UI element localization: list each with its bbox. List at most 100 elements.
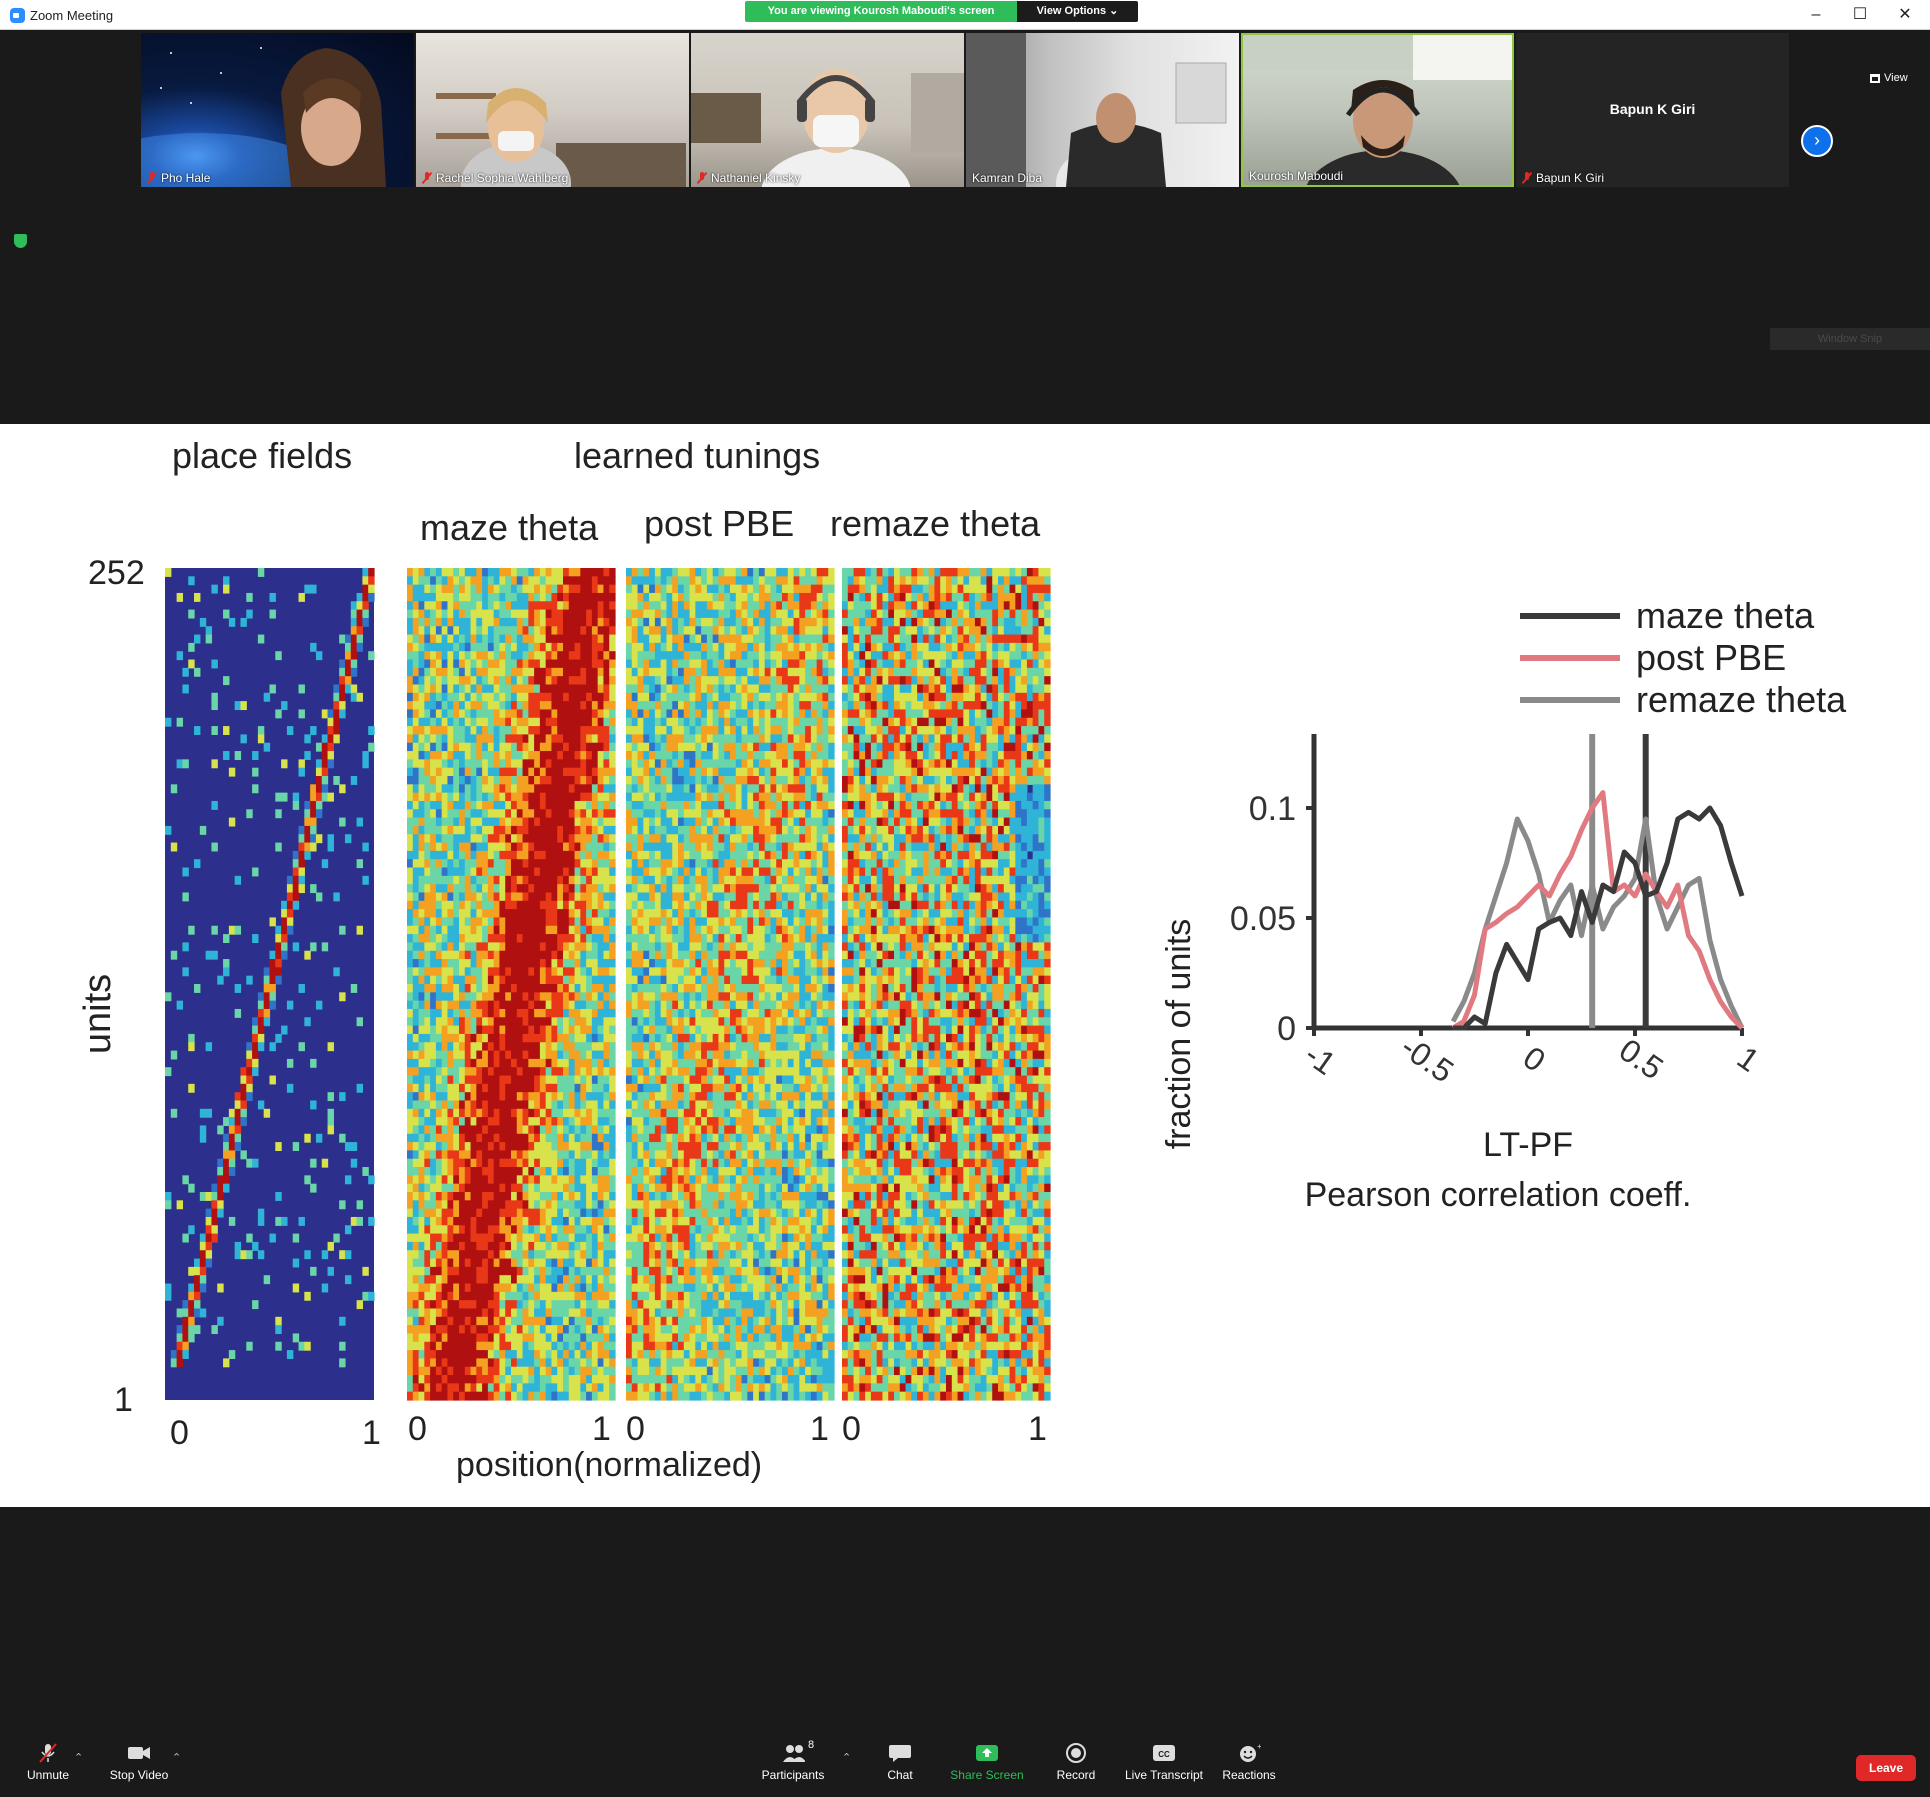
- heatmap-cell: [511, 1250, 518, 1260]
- heatmap-cell: [678, 617, 685, 627]
- heatmap-cell: [568, 1275, 576, 1285]
- heatmap-cell: [672, 651, 679, 661]
- maximize-button[interactable]: ☐: [1852, 6, 1868, 23]
- close-window-button[interactable]: ✕: [1898, 6, 1912, 23]
- heatmap-cell: [701, 617, 708, 627]
- heatmap-cell: [482, 1008, 489, 1018]
- heatmap-cell: [418, 1233, 425, 1243]
- heatmap-cell: [327, 1042, 334, 1052]
- heatmap-cell: [597, 742, 605, 752]
- heatmap-cell: [545, 642, 553, 652]
- units-top-label: 252: [88, 554, 145, 592]
- heatmap-cell: [586, 609, 593, 619]
- heatmap-cell: [580, 726, 587, 735]
- heatmap-cell: [568, 967, 576, 977]
- heatmap-cell: [747, 659, 754, 669]
- heatmap-cell: [534, 1391, 541, 1401]
- heatmap-cell: [539, 959, 547, 968]
- heatmap-cell: [505, 817, 512, 827]
- heatmap-cell: [298, 884, 305, 894]
- heatmap-cell: [430, 1083, 437, 1093]
- heatmap-cell: [418, 1158, 425, 1168]
- heatmap-cell: [418, 800, 425, 810]
- heatmap-cell: [609, 1383, 616, 1393]
- heatmap-cell: [764, 659, 772, 669]
- heatmap-cell: [263, 742, 271, 752]
- heatmap-cell: [516, 1167, 524, 1176]
- heatmap-cell: [591, 942, 599, 952]
- heatmap-cell: [747, 701, 754, 711]
- heatmap-cell: [499, 1350, 506, 1359]
- heatmap-cell: [563, 925, 570, 935]
- heatmap-cell: [424, 1125, 431, 1135]
- heatmap-cell: [350, 692, 358, 702]
- heatmap-cell: [516, 776, 524, 785]
- minimize-button[interactable]: –: [1811, 6, 1821, 23]
- heatmap-cell: [464, 584, 472, 594]
- heatmap-cell: [816, 659, 824, 669]
- heatmap-cell: [412, 767, 420, 777]
- heatmap-cell: [591, 726, 599, 735]
- video-tile-rachel-sophia-wahlberg[interactable]: Rachel Sophia Wahlberg: [416, 33, 689, 187]
- heatmap-cell: [453, 1192, 460, 1201]
- heatmap-cell: [511, 584, 518, 594]
- heatmap-cell: [286, 925, 294, 935]
- heatmap-cell: [412, 1200, 420, 1210]
- heatmap-cell: [223, 1142, 230, 1151]
- heatmap-cell: [487, 1200, 495, 1210]
- heatmap-cell: [223, 934, 230, 943]
- heatmap-cell: [412, 751, 420, 760]
- video-tile-nathaniel-kinsky[interactable]: Nathaniel Kinsky: [691, 33, 964, 187]
- heatmap-cell: [701, 609, 708, 619]
- heatmap-cell: [603, 934, 610, 943]
- heatmap-cell: [511, 1033, 518, 1043]
- heatmap-cell: [464, 1208, 472, 1218]
- video-tile-kamran-diba[interactable]: Kamran Diba: [966, 33, 1239, 187]
- heatmap-cell: [724, 701, 731, 711]
- video-tile-pho-hale[interactable]: Pho Hale: [141, 33, 414, 187]
- heatmap-cell: [505, 1333, 512, 1343]
- heatmap-cell: [459, 884, 466, 894]
- view-layout-button[interactable]: View: [1870, 72, 1908, 84]
- heatmap-cell: [470, 568, 477, 577]
- heatmap-cell: [441, 1266, 449, 1276]
- heatmap-cell: [470, 1092, 477, 1102]
- video-tile-bapun-k-giri[interactable]: Bapun K Giri Bapun K Giri: [1516, 33, 1789, 187]
- heatmap-cell: [430, 809, 437, 819]
- heatmap-cell: [770, 568, 777, 577]
- heatmap-cell: [528, 1383, 535, 1393]
- heatmap-cell: [441, 1100, 449, 1110]
- heatmap-cell: [499, 875, 506, 885]
- heatmap-cell: [649, 609, 656, 619]
- heatmap-cell: [453, 1366, 460, 1376]
- heatmap-cell: [476, 676, 483, 686]
- heatmap-cell: [597, 1008, 605, 1018]
- view-options-button[interactable]: View Options ⌄: [1017, 1, 1138, 22]
- heatmap-cell: [453, 1125, 460, 1135]
- heatmap-cell: [528, 617, 535, 627]
- heatmap-cell: [499, 1150, 506, 1160]
- heatmap-cell: [459, 842, 466, 852]
- heatmap-cell: [447, 734, 454, 744]
- heatmap-cell: [568, 1100, 576, 1110]
- next-page-button[interactable]: ›: [1801, 125, 1833, 157]
- heatmap-cell: [435, 1025, 443, 1035]
- heatmap-cell: [170, 950, 178, 960]
- heatmap-cell: [580, 925, 587, 935]
- heatmap-cell: [407, 1075, 414, 1085]
- heatmap-cell: [534, 825, 541, 835]
- heatmap-cell: [482, 676, 489, 686]
- heatmap-cell: [430, 676, 437, 686]
- heatmap-cell: [487, 784, 495, 794]
- heatmap-cell: [275, 792, 282, 802]
- heatmap-cell: [321, 767, 329, 777]
- heatmap-cell: [810, 717, 818, 727]
- heatmap-cell: [435, 1008, 443, 1018]
- video-tile-kourosh-maboudi[interactable]: Kourosh Maboudi: [1241, 33, 1514, 187]
- heatmap-cell: [424, 651, 431, 661]
- heatmap-cell: [609, 1350, 616, 1359]
- heatmap-cell: [228, 1117, 236, 1127]
- heatmap-cell: [545, 984, 553, 993]
- heatmap-cell: [447, 1167, 454, 1176]
- heatmap-cell: [522, 925, 529, 935]
